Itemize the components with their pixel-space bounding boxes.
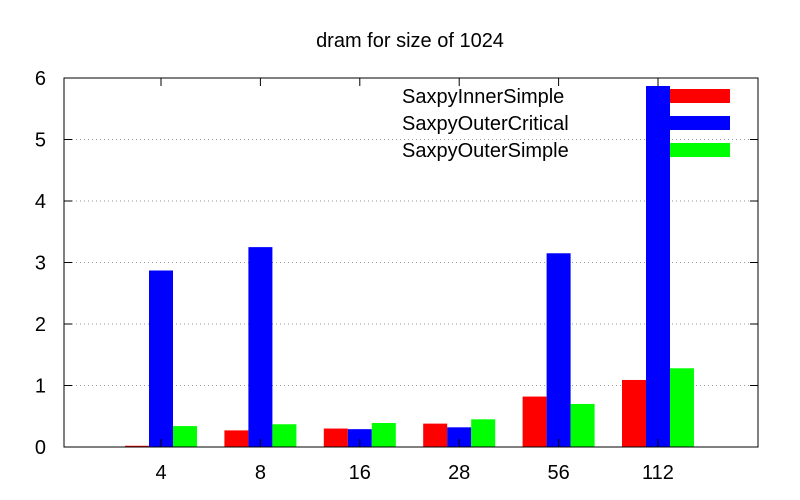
bar-SaxpyInnerSimple-16 bbox=[323, 428, 348, 447]
x-axis-ticks: 4 8 16 28 56 112 bbox=[155, 78, 674, 484]
bar-SaxpyOuterSimple-4 bbox=[173, 426, 197, 447]
bar-SaxpyOuterCritical-16 bbox=[347, 429, 372, 447]
x-tick-label: 28 bbox=[448, 462, 470, 484]
bar-SaxpyOuterCritical-28 bbox=[447, 427, 472, 447]
bar-SaxpyInnerSimple-112 bbox=[622, 379, 646, 447]
y-axis-ticks: 0 1 2 3 4 5 6 bbox=[35, 68, 758, 459]
x-tick-label: 8 bbox=[255, 462, 266, 484]
y-tick-label: 0 bbox=[35, 437, 46, 459]
x-tick-label: 56 bbox=[547, 462, 569, 484]
legend-label: SaxpyInnerSimple bbox=[402, 86, 564, 108]
bar-SaxpyOuterSimple-112 bbox=[670, 368, 694, 447]
y-tick-label: 2 bbox=[35, 314, 46, 336]
bar-SaxpyOuterSimple-28 bbox=[471, 419, 496, 447]
bar-SaxpyOuterCritical-56 bbox=[546, 253, 571, 447]
legend: SaxpyInnerSimple SaxpyOuterCritical SaxpyO… bbox=[402, 86, 730, 162]
y-tick-label: 5 bbox=[35, 130, 46, 152]
y-tick-label: 6 bbox=[35, 68, 46, 90]
bar-SaxpyOuterCritical-112 bbox=[646, 85, 670, 448]
y-tick-label: 4 bbox=[35, 191, 46, 213]
bar-SaxpyInnerSimple-56 bbox=[522, 396, 547, 447]
legend-swatch bbox=[670, 89, 730, 103]
y-tick-label: 3 bbox=[35, 253, 46, 275]
plot-frame bbox=[63, 77, 759, 448]
bar-SaxpyOuterSimple-56 bbox=[570, 403, 595, 447]
y-tick-label: 1 bbox=[35, 376, 46, 398]
bar-SaxpyOuterSimple-16 bbox=[371, 423, 396, 447]
bars bbox=[125, 85, 694, 448]
chart-title: dram for size of 1024 bbox=[316, 30, 504, 52]
bar-SaxpyInnerSimple-8 bbox=[224, 430, 249, 447]
legend-label: SaxpyOuterCritical bbox=[402, 113, 569, 135]
bar-SaxpyOuterCritical-8 bbox=[248, 247, 273, 447]
bar-SaxpyOuterSimple-8 bbox=[272, 424, 297, 447]
x-tick-label: 16 bbox=[349, 462, 371, 484]
bar-SaxpyOuterCritical-4 bbox=[149, 270, 173, 447]
x-tick-label: 4 bbox=[155, 462, 166, 484]
legend-label: SaxpyOuterSimple bbox=[402, 140, 569, 162]
x-tick-label: 112 bbox=[642, 462, 674, 484]
bar-SaxpyInnerSimple-28 bbox=[423, 423, 448, 447]
legend-swatch bbox=[670, 143, 730, 157]
legend-swatch bbox=[670, 116, 730, 130]
bar-SaxpyInnerSimple-4 bbox=[125, 445, 149, 447]
